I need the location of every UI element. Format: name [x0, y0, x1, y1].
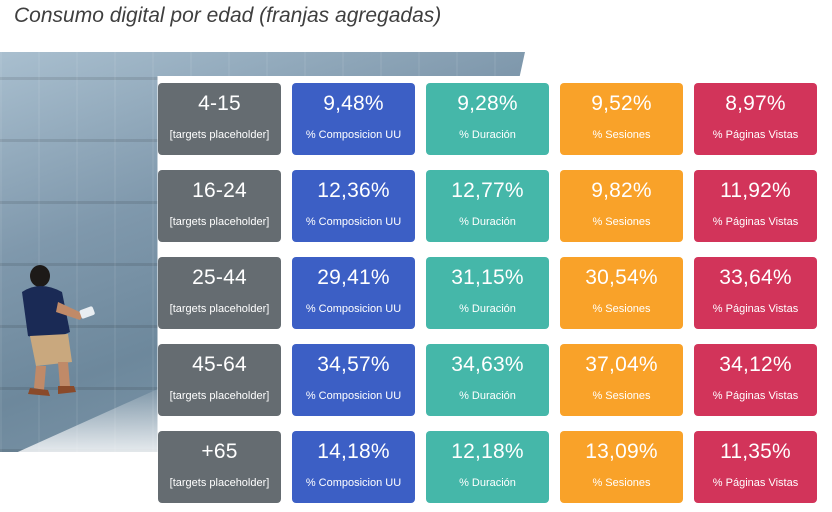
composicion-value: 34,57%	[317, 353, 390, 376]
sesiones-label: % Sesiones	[592, 390, 651, 402]
paginas-tile: 8,97% % Páginas Vistas	[694, 83, 817, 155]
target-label: [targets placeholder]	[169, 129, 270, 141]
paginas-label: % Páginas Vistas	[712, 216, 799, 228]
duracion-tile: 31,15% % Duración	[426, 257, 549, 329]
composicion-label: % Composicion UU	[305, 477, 402, 489]
paginas-tile: 34,12% % Páginas Vistas	[694, 344, 817, 416]
duracion-value: 12,77%	[451, 179, 524, 202]
age-tile: 4-15 [targets placeholder]	[158, 83, 281, 155]
sesiones-label: % Sesiones	[592, 477, 651, 489]
age-metrics-grid: 4-15 [targets placeholder] 9,48% % Compo…	[158, 83, 817, 503]
duracion-tile: 9,28% % Duración	[426, 83, 549, 155]
paginas-label: % Páginas Vistas	[712, 390, 799, 402]
person-with-phone-illustration	[22, 265, 95, 396]
duracion-label: % Duración	[459, 129, 516, 141]
age-range: 45-64	[192, 353, 247, 376]
sesiones-label: % Sesiones	[592, 129, 651, 141]
paginas-value: 11,35%	[720, 440, 791, 463]
composicion-tile: 34,57% % Composicion UU	[292, 344, 415, 416]
composicion-value: 29,41%	[317, 266, 390, 289]
duracion-value: 31,15%	[451, 266, 524, 289]
target-label: [targets placeholder]	[169, 390, 270, 402]
paginas-value: 34,12%	[719, 353, 792, 376]
target-label: [targets placeholder]	[169, 477, 270, 489]
duracion-value: 12,18%	[451, 440, 524, 463]
paginas-value: 33,64%	[719, 266, 792, 289]
composicion-tile: 12,36% % Composicion UU	[292, 170, 415, 242]
composicion-label: % Composicion UU	[305, 216, 402, 228]
age-tile: 16-24 [targets placeholder]	[158, 170, 281, 242]
composicion-tile: 29,41% % Composicion UU	[292, 257, 415, 329]
paginas-label: % Páginas Vistas	[712, 477, 799, 489]
age-tile: 45-64 [targets placeholder]	[158, 344, 281, 416]
sesiones-label: % Sesiones	[592, 303, 651, 315]
age-range: 16-24	[192, 179, 247, 202]
duracion-label: % Duración	[459, 477, 516, 489]
paginas-value: 8,97%	[725, 92, 786, 115]
duracion-value: 34,63%	[451, 353, 524, 376]
page-title: Consumo digital por edad (franjas agrega…	[14, 4, 442, 27]
sesiones-value: 13,09%	[585, 440, 658, 463]
sesiones-tile: 9,52% % Sesiones	[560, 83, 683, 155]
age-range: 4-15	[198, 92, 241, 115]
duracion-tile: 12,77% % Duración	[426, 170, 549, 242]
duracion-value: 9,28%	[457, 92, 518, 115]
sesiones-value: 9,82%	[591, 179, 652, 202]
composicion-label: % Composicion UU	[305, 129, 402, 141]
sesiones-value: 37,04%	[585, 353, 658, 376]
age-range: 25-44	[192, 266, 247, 289]
composicion-tile: 9,48% % Composicion UU	[292, 83, 415, 155]
sesiones-tile: 30,54% % Sesiones	[560, 257, 683, 329]
composicion-tile: 14,18% % Composicion UU	[292, 431, 415, 503]
sesiones-value: 9,52%	[591, 92, 652, 115]
duracion-label: % Duración	[459, 216, 516, 228]
age-range: +65	[201, 440, 238, 463]
duracion-label: % Duración	[459, 303, 516, 315]
target-label: [targets placeholder]	[169, 216, 270, 228]
sesiones-tile: 13,09% % Sesiones	[560, 431, 683, 503]
sesiones-value: 30,54%	[585, 266, 658, 289]
duracion-tile: 34,63% % Duración	[426, 344, 549, 416]
age-tile: 25-44 [targets placeholder]	[158, 257, 281, 329]
paginas-value: 11,92%	[720, 179, 791, 202]
sesiones-tile: 9,82% % Sesiones	[560, 170, 683, 242]
duracion-label: % Duración	[459, 390, 516, 402]
target-label: [targets placeholder]	[169, 303, 270, 315]
sesiones-tile: 37,04% % Sesiones	[560, 344, 683, 416]
paginas-label: % Páginas Vistas	[712, 129, 799, 141]
composicion-value: 14,18%	[317, 440, 390, 463]
paginas-tile: 11,92% % Páginas Vistas	[694, 170, 817, 242]
age-tile: +65 [targets placeholder]	[158, 431, 281, 503]
paginas-tile: 11,35% % Páginas Vistas	[694, 431, 817, 503]
composicion-label: % Composicion UU	[305, 390, 402, 402]
duracion-tile: 12,18% % Duración	[426, 431, 549, 503]
composicion-value: 12,36%	[317, 179, 390, 202]
composicion-value: 9,48%	[323, 92, 384, 115]
paginas-label: % Páginas Vistas	[712, 303, 799, 315]
sesiones-label: % Sesiones	[592, 216, 651, 228]
paginas-tile: 33,64% % Páginas Vistas	[694, 257, 817, 329]
composicion-label: % Composicion UU	[305, 303, 402, 315]
